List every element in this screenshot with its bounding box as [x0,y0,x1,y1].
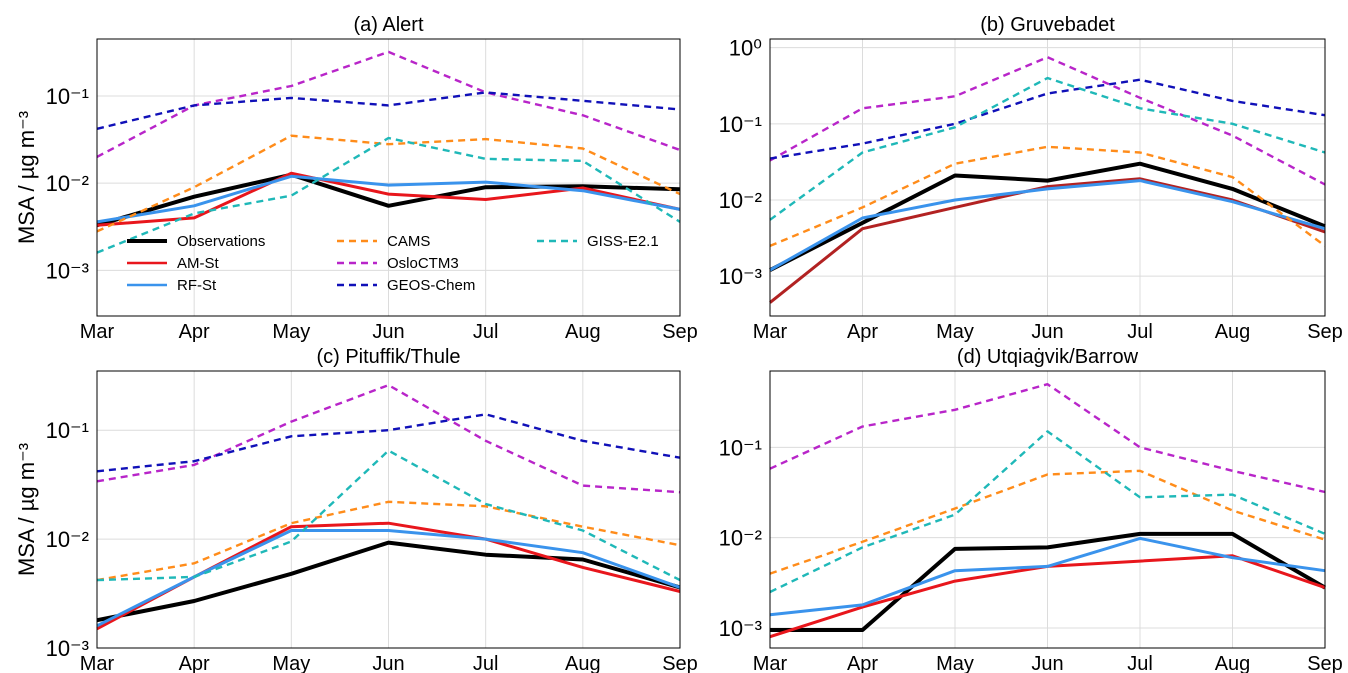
y-tick-label: 10⁻¹ [719,435,762,460]
series-rf-st [769,179,1326,272]
x-tick-label: Mar [80,653,115,673]
plot-frame [769,370,1326,649]
y-axis-label: MSA / µg m⁻³ [14,443,39,576]
x-tick-label: May [272,653,310,673]
y-tick-label: 10⁻³ [719,616,762,641]
legend-label: RF-St [177,277,217,294]
y-tick-label: 10⁻² [719,526,762,551]
x-tick-label: May [936,321,974,343]
x-tick-label: Apr [179,321,210,343]
y-tick-label: 10⁻³ [46,258,89,283]
y-tick-label: 10⁰ [729,36,762,61]
x-tick-label: May [936,653,974,673]
x-tick-label: Apr [179,653,210,673]
series-giss-e2-1 [96,136,681,254]
panel-title: (b) Gruvebadet [980,14,1115,36]
series-geos-chem [769,78,1326,160]
x-tick-label: Aug [1215,321,1251,343]
series-geos-chem [96,91,681,130]
panel-title: (a) Alert [353,14,423,36]
x-tick-label: Sep [662,653,698,673]
series-am-st [769,177,1326,304]
series-cams [96,500,681,582]
y-tick-label: 10⁻³ [719,264,762,289]
plot-frame [769,38,1326,317]
panel-3: (d) Utqiaġvik/Barrow Mar Apr May Jun Jul Aug Se… [719,346,1343,673]
panel-0: (a) Alert Mar Apr May Jun Jul Aug Sep 10⁻³ 10⁻² 10… [14,14,698,343]
x-tick-label: Sep [1307,653,1343,673]
x-tick-label: Jul [473,321,499,343]
legend-label: GEOS-Chem [387,277,475,294]
x-tick-label: Mar [753,321,788,343]
x-tick-label: Mar [753,653,788,673]
y-tick-label: 10⁻² [46,527,89,552]
x-tick-label: Jun [372,653,404,673]
plot-frame [96,370,681,649]
series-observations [96,172,681,228]
legend-label: CAMS [387,233,430,250]
y-tick-label: 10⁻¹ [46,418,89,443]
panel-title: (d) Utqiaġvik/Barrow [957,346,1139,368]
series-observations [96,540,681,623]
legend-label: Observations [177,233,265,250]
series-osloctm3 [96,383,681,494]
series-cams [96,134,681,233]
y-axis-label: MSA / µg m⁻³ [14,111,39,244]
legend-label: OsloCTM3 [387,255,459,272]
x-tick-label: Jul [473,653,499,673]
series-giss-e2-1 [769,430,1326,594]
series-rf-st [96,174,681,224]
x-tick-label: Sep [662,321,698,343]
x-tick-label: Apr [847,653,878,673]
x-tick-label: Sep [1307,321,1343,343]
series-cams [769,469,1326,575]
x-tick-label: May [272,321,310,343]
series-geos-chem [96,413,681,473]
panel-2: (c) Pituffik/Thule Mar Apr May Jun Jul Aug Sep 1… [14,346,698,673]
x-tick-label: Jul [1127,653,1153,673]
y-tick-label: 10⁻¹ [46,84,89,109]
x-tick-label: Jul [1127,321,1153,343]
legend: Observations AM-St RF-St CAMS OsloCTM3 GEOS-C… [127,233,659,294]
series-osloctm3 [769,383,1326,494]
x-tick-label: Jun [372,321,404,343]
legend-label: GISS-E2.1 [587,233,659,250]
plot-frame [96,38,681,317]
y-tick-label: 10⁻² [46,171,89,196]
series-observations [769,161,1326,272]
x-tick-label: Jun [1031,321,1063,343]
series-rf-st [769,536,1326,617]
x-tick-label: Aug [1215,653,1251,673]
x-tick-label: Apr [847,321,878,343]
x-tick-label: Aug [565,653,601,673]
series-am-st [96,171,681,227]
y-tick-label: 10⁻³ [46,636,89,661]
x-tick-label: Mar [80,321,115,343]
x-tick-label: Aug [565,321,601,343]
series-giss-e2-1 [769,76,1326,221]
series-observations [770,531,1327,632]
x-tick-label: Jun [1031,653,1063,673]
series-cams [769,145,1326,248]
series-giss-e2-1 [96,449,681,582]
y-tick-label: 10⁻² [719,188,762,213]
legend-label: AM-St [177,255,220,272]
panel-title: (c) Pituffik/Thule [316,346,460,368]
panel-1: (b) Gruvebadet Mar Apr May Jun Jul Aug Sep 10⁻³ 1… [719,14,1343,343]
y-tick-label: 10⁻¹ [719,112,762,137]
